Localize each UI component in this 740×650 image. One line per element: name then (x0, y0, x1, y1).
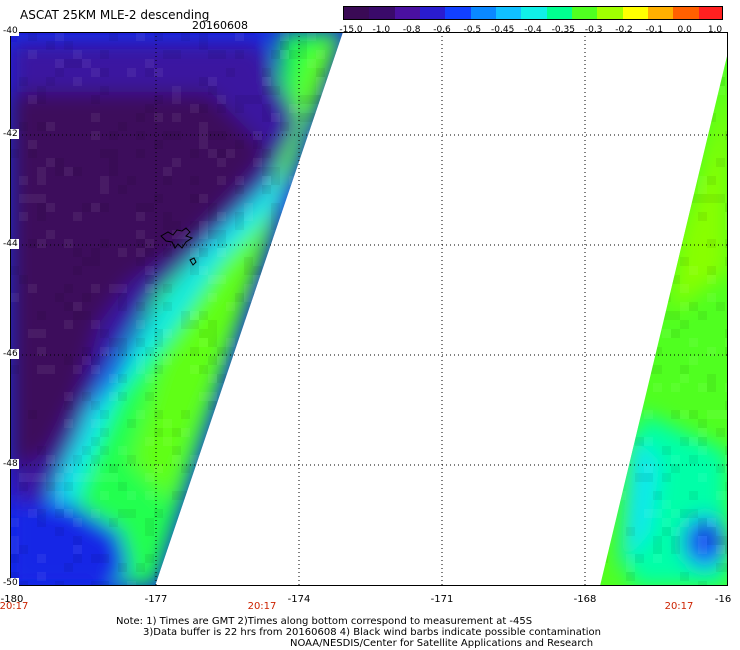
latitude-label: -48 (2, 459, 19, 469)
product-title: ASCAT 25KM MLE-2 descending (20, 8, 210, 22)
color-scale-label: -0.6 (433, 25, 451, 35)
blue-eddy-core (688, 528, 712, 552)
color-scale-label: -1.0 (372, 25, 391, 35)
cyan-zone (40, 132, 280, 572)
longitude-label: -177 (144, 594, 168, 605)
color-scale-label: -15.0 (339, 25, 363, 35)
longitude-label: -180 (0, 594, 24, 605)
blue-bottom (10, 502, 130, 586)
latitude-label: -40 (2, 26, 19, 36)
swath-map (10, 32, 728, 586)
color-scale-label: -0.45 (491, 25, 515, 35)
color-scale-segment (496, 7, 523, 19)
color-scale-segment (673, 7, 701, 19)
color-scale-label: 1.0 (707, 25, 723, 35)
ygreen-zone (670, 72, 728, 312)
color-scale-label: -0.5 (463, 25, 482, 35)
latitude-label: -50 (2, 578, 19, 588)
lime-zone (130, 32, 343, 502)
map-frame (10, 32, 728, 586)
time-label-3: 20:17 (664, 601, 694, 612)
longitude-label: -16 (714, 594, 732, 605)
color-scale-label: -0.1 (645, 25, 664, 35)
color-scale-segment (394, 7, 422, 19)
color-scale-segment (622, 7, 650, 19)
color-scale-segment (420, 7, 447, 19)
color-scale-segment (698, 7, 722, 19)
note-line-1: Note: 1) Times are GMT 2)Times along bot… (116, 616, 533, 627)
latitude-label: -42 (2, 129, 19, 139)
product-date: 20160608 (192, 19, 248, 32)
note-line-3: NOAA/NESDIS/Center for Satellite Applica… (290, 638, 594, 649)
color-scale-segment (445, 7, 473, 19)
deep-zone-2 (10, 172, 150, 432)
color-scale-label: -0.4 (524, 25, 542, 35)
latitude-label: -44 (2, 239, 19, 249)
longitude-label: -171 (430, 594, 454, 605)
longitude-label: -168 (573, 594, 597, 605)
latitude-label: -46 (2, 349, 19, 359)
longitude-label: -174 (287, 594, 311, 605)
time-label-1: 20:17 (0, 601, 29, 612)
note-line-2: 3)Data buffer is 22 hrs from 20160608 4)… (143, 627, 601, 638)
color-scale-segment (369, 7, 397, 19)
color-scale-label: -0.35 (551, 25, 575, 35)
color-scale-segment (521, 7, 549, 19)
color-scale-segment (470, 7, 498, 19)
pitt-island (189, 257, 197, 266)
color-scale-segment (597, 7, 625, 19)
color-scale-segment (546, 7, 574, 19)
lat-lon-grid (10, 32, 728, 586)
color-scale-label: -0.2 (615, 25, 633, 35)
chatham-island (160, 227, 194, 249)
cyan-edge (620, 432, 660, 572)
color-scale-bar (343, 6, 723, 20)
color-scale-label: 0.0 (677, 25, 692, 35)
color-scale-label: -0.8 (402, 25, 421, 35)
coastline (160, 227, 197, 266)
color-scale-segment (572, 7, 599, 19)
color-scale-label: -0.3 (584, 25, 603, 35)
color-scale-segment (344, 7, 371, 19)
time-label-2: 20:17 (247, 601, 277, 612)
color-scale-segment (648, 7, 675, 19)
